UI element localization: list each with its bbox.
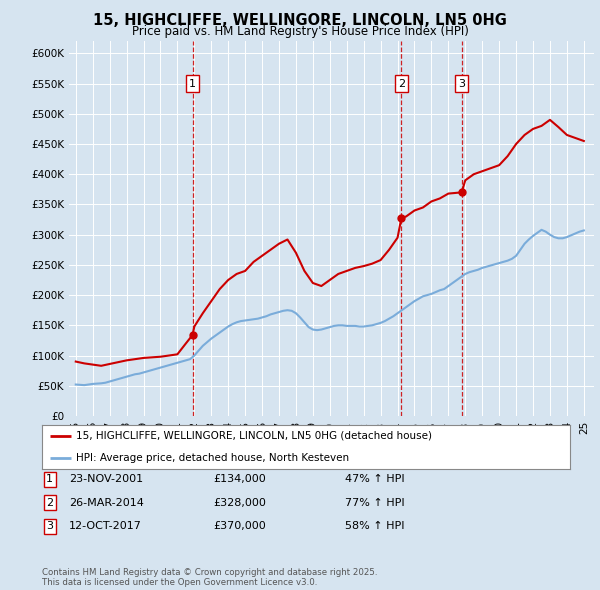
Text: 2: 2 xyxy=(398,78,405,88)
Text: 77% ↑ HPI: 77% ↑ HPI xyxy=(345,498,404,507)
Text: 26-MAR-2014: 26-MAR-2014 xyxy=(69,498,144,507)
Text: 58% ↑ HPI: 58% ↑ HPI xyxy=(345,522,404,531)
Text: Contains HM Land Registry data © Crown copyright and database right 2025.
This d: Contains HM Land Registry data © Crown c… xyxy=(42,568,377,587)
Text: 3: 3 xyxy=(458,78,465,88)
Text: £370,000: £370,000 xyxy=(213,522,266,531)
Text: 23-NOV-2001: 23-NOV-2001 xyxy=(69,474,143,484)
Text: 15, HIGHCLIFFE, WELLINGORE, LINCOLN, LN5 0HG (detached house): 15, HIGHCLIFFE, WELLINGORE, LINCOLN, LN5… xyxy=(76,431,433,441)
Text: HPI: Average price, detached house, North Kesteven: HPI: Average price, detached house, Nort… xyxy=(76,453,349,463)
Text: 3: 3 xyxy=(46,522,53,531)
Text: 12-OCT-2017: 12-OCT-2017 xyxy=(69,522,142,531)
Text: Price paid vs. HM Land Registry's House Price Index (HPI): Price paid vs. HM Land Registry's House … xyxy=(131,25,469,38)
Text: £134,000: £134,000 xyxy=(213,474,266,484)
Text: 2: 2 xyxy=(46,498,53,507)
Text: 1: 1 xyxy=(46,474,53,484)
Text: 15, HIGHCLIFFE, WELLINGORE, LINCOLN, LN5 0HG: 15, HIGHCLIFFE, WELLINGORE, LINCOLN, LN5… xyxy=(93,13,507,28)
Text: 47% ↑ HPI: 47% ↑ HPI xyxy=(345,474,404,484)
Text: £328,000: £328,000 xyxy=(213,498,266,507)
Text: 1: 1 xyxy=(189,78,196,88)
